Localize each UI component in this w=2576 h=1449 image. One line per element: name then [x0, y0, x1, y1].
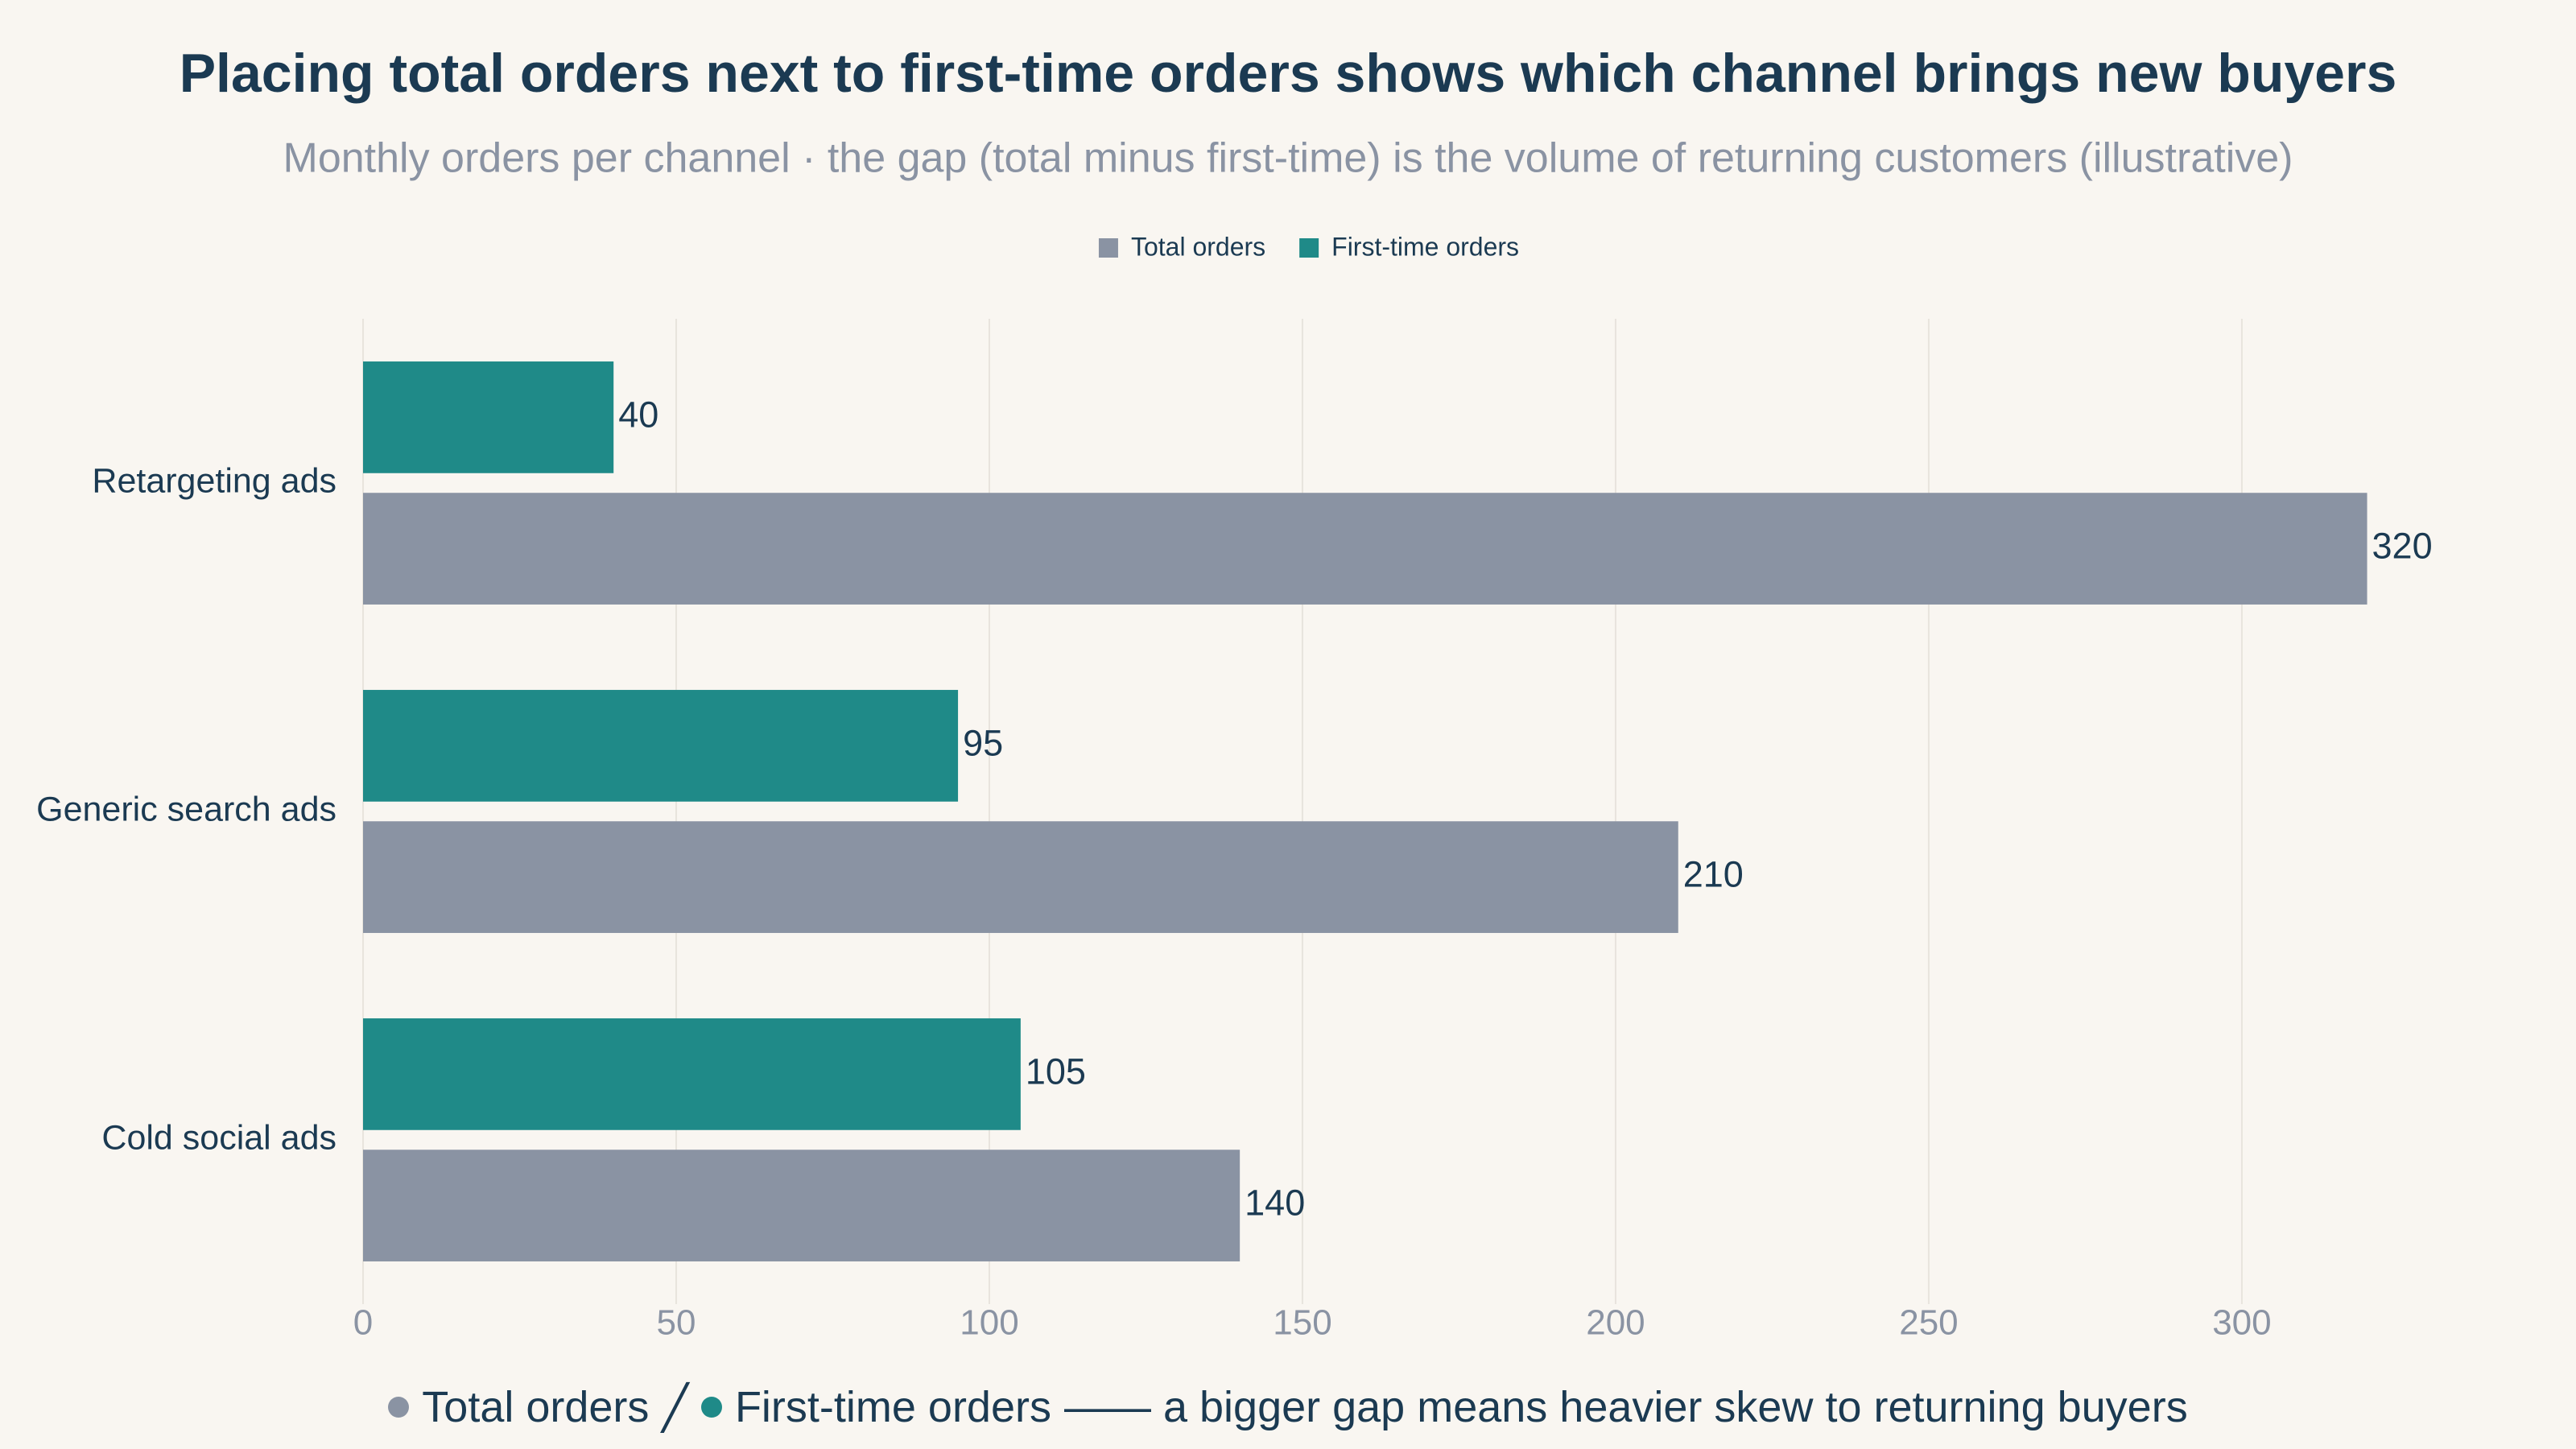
legend-label: First-time orders	[1331, 232, 1519, 261]
annotation-text: —— a bigger gap means heavier skew to re…	[1063, 1383, 2188, 1431]
value-label: 40	[618, 394, 658, 435]
annotation-text: ╱	[662, 1383, 688, 1432]
bar	[363, 361, 614, 473]
legend-swatch	[1299, 238, 1319, 258]
value-label: 140	[1245, 1182, 1305, 1223]
chart-subtitle: Monthly orders per channel · the gap (to…	[283, 135, 2293, 182]
bar	[363, 1018, 1021, 1130]
x-tick-label: 100	[960, 1303, 1018, 1343]
y-tick-label: Retargeting ads	[92, 461, 336, 500]
bar	[363, 821, 1678, 933]
y-tick-label: Generic search ads	[36, 790, 336, 828]
x-tick-label: 250	[1899, 1303, 1958, 1343]
value-label: 210	[1683, 853, 1744, 894]
value-label: 105	[1026, 1051, 1086, 1092]
annotation-marker	[700, 1397, 722, 1418]
bar	[363, 690, 959, 802]
legend-label: Total orders	[1131, 232, 1265, 261]
annotation-text: Total orders	[422, 1383, 650, 1431]
y-tick-label: Cold social ads	[101, 1118, 336, 1157]
bar	[363, 1150, 1241, 1261]
value-label: 320	[2372, 525, 2433, 566]
x-tick-label: 150	[1273, 1303, 1331, 1343]
x-tick-label: 0	[353, 1303, 373, 1343]
bar	[363, 493, 2368, 605]
value-label: 95	[963, 722, 1003, 763]
annotation: Total orders ╱ First-time orders —— a bigge…	[0, 1378, 2576, 1436]
annotation-text: First-time orders	[734, 1383, 1051, 1431]
chart-title: Placing total orders next to first-time …	[180, 43, 2397, 104]
annotation-marker	[388, 1397, 410, 1418]
legend-swatch	[1098, 238, 1118, 258]
x-tick-label: 200	[1586, 1303, 1645, 1343]
x-tick-label: 300	[2212, 1303, 2271, 1343]
legend: Total orders First-time orders	[1098, 232, 1519, 261]
x-tick-label: 50	[657, 1303, 696, 1343]
